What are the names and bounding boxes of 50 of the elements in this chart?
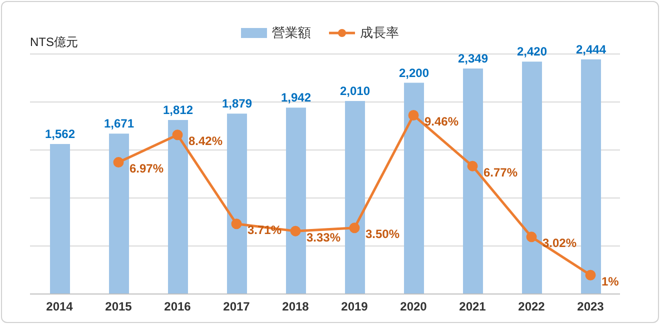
data-label: 3.33% bbox=[306, 230, 341, 244]
bar bbox=[463, 68, 483, 294]
point bbox=[526, 232, 537, 242]
x-tick-label: 2021 bbox=[459, 300, 486, 314]
point bbox=[467, 160, 478, 172]
data-label: 2,420 bbox=[516, 44, 548, 59]
data-label: 3.50% bbox=[366, 227, 400, 242]
data-label: 3.02% bbox=[542, 236, 577, 250]
data-label: 6.97% bbox=[130, 162, 164, 176]
data-label: 1,879 bbox=[222, 96, 252, 111]
point bbox=[585, 270, 596, 280]
x-tick-label: 2023 bbox=[577, 300, 604, 314]
bar bbox=[227, 114, 247, 294]
bar bbox=[522, 62, 542, 294]
data-label: 1,671 bbox=[104, 116, 134, 131]
x-tick-label: 2020 bbox=[400, 300, 428, 314]
data-label: 8.42% bbox=[188, 134, 223, 148]
data-label: 1,942 bbox=[280, 90, 312, 105]
bar bbox=[109, 134, 129, 294]
data-label: 2,010 bbox=[340, 84, 370, 98]
bar bbox=[404, 82, 424, 294]
x-tick-label: 2015 bbox=[105, 300, 132, 314]
point bbox=[349, 222, 360, 234]
point bbox=[172, 130, 183, 140]
data-label: 2,444 bbox=[576, 42, 606, 56]
data-label: 2,349 bbox=[458, 51, 488, 66]
data-label: 1,812 bbox=[162, 103, 194, 118]
data-label: 1% bbox=[602, 274, 620, 288]
x-tick-label: 2017 bbox=[223, 300, 250, 314]
bar bbox=[286, 108, 306, 294]
bar bbox=[50, 144, 70, 294]
point bbox=[408, 110, 419, 120]
bar bbox=[168, 120, 188, 294]
bar bbox=[581, 59, 601, 294]
data-label: 6.77% bbox=[484, 165, 518, 180]
y-axis-title: NTS億元 bbox=[30, 34, 78, 51]
x-tick-label: 2016 bbox=[164, 300, 192, 314]
x-tick-label: 2022 bbox=[518, 300, 546, 314]
point bbox=[231, 218, 242, 230]
x-tick-label: 2014 bbox=[46, 300, 74, 314]
point bbox=[290, 226, 301, 236]
x-tick-label: 2019 bbox=[341, 300, 368, 314]
x-tick-label: 2018 bbox=[282, 300, 310, 314]
bar bbox=[345, 101, 365, 294]
data-label: 1,562 bbox=[44, 127, 76, 142]
legend-label: 成長率 bbox=[359, 24, 399, 42]
data-label: 9.46% bbox=[424, 114, 459, 128]
data-label: 2,200 bbox=[398, 66, 430, 80]
legend-label: 營業額 bbox=[271, 24, 311, 42]
point bbox=[113, 157, 124, 168]
